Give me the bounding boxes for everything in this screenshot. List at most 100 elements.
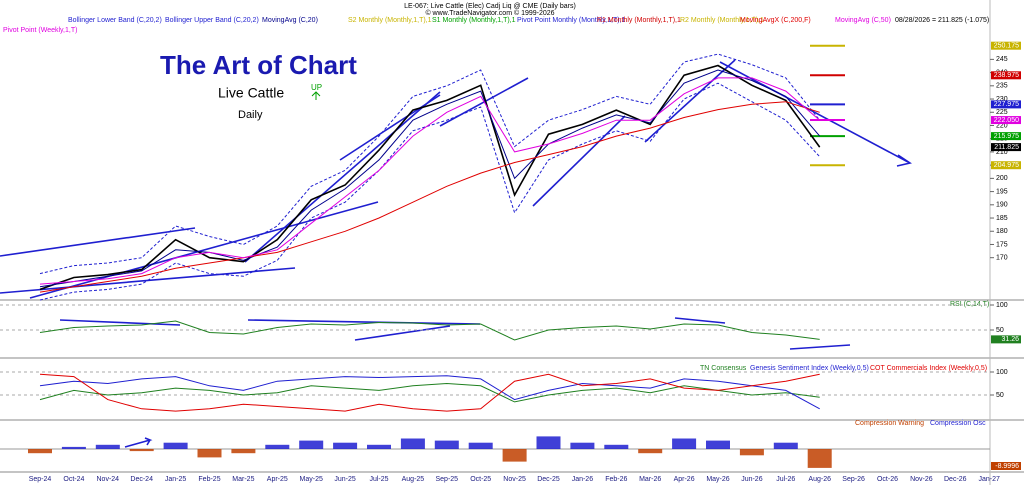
bar: [333, 442, 358, 449]
x-tick-label: Jul-25: [369, 476, 388, 483]
x-tick-label: Sep-26: [842, 476, 865, 483]
value-box-label: 215.975: [994, 133, 1019, 140]
y-tick-label: 235: [996, 83, 1008, 90]
trend-label: UP: [311, 83, 322, 92]
bar: [672, 438, 697, 449]
legend-entry: Compression Osc: [930, 420, 986, 427]
bar: [706, 440, 730, 449]
value-box-label: -8.9996: [995, 463, 1019, 470]
y-tick-label: 50: [996, 327, 1004, 334]
x-tick-label: Feb-25: [198, 476, 220, 483]
x-tick-label: Dec-26: [944, 476, 967, 483]
series-line: [39, 375, 820, 410]
value-box-label: 211.825: [994, 144, 1019, 151]
x-tick-label: Jun-25: [334, 476, 356, 483]
header-subtitle: © www.TradeNavigator.com © 1999-2026: [425, 9, 554, 17]
x-tick-label: Mar-26: [639, 476, 661, 483]
series-line: [39, 64, 821, 291]
x-tick-label: Jan-26: [572, 476, 594, 483]
legend-entry: S1 Monthly (Monthly,1,T),1: [432, 17, 516, 24]
series-line: [39, 82, 821, 301]
bar: [502, 449, 527, 462]
last-price-note: 08/28/2026 = 211.825 (-1.075): [895, 17, 989, 24]
series-line: [39, 101, 820, 293]
series-caption: Live Cattle: [218, 85, 284, 101]
value-box: [991, 132, 1021, 141]
legend-entry: RSI (C,14,T): [950, 301, 989, 308]
x-tick-label: Oct-25: [470, 476, 491, 483]
bar: [604, 444, 629, 449]
bar: [231, 449, 256, 454]
bar: [536, 436, 561, 449]
legend-entry: COT Commercials Index (Weekly,0,5): [870, 365, 987, 372]
y-tick-label: 195: [996, 188, 1008, 195]
x-tick-label: Dec-24: [130, 476, 153, 483]
header-title: LE-067: Live Cattle (Elec) Cadj Liq @ CM…: [404, 3, 576, 10]
y-tick-label: 175: [996, 241, 1008, 248]
x-tick-label: Aug-26: [808, 476, 831, 483]
y-tick-label: 185: [996, 215, 1008, 222]
value-box-label: 227.975: [994, 101, 1019, 108]
x-tick-label: Sep-24: [29, 476, 52, 483]
series-line: [39, 320, 820, 341]
y-tick-label: 200: [996, 175, 1008, 182]
value-box-label: 238.975: [994, 72, 1019, 79]
legend-entry: MovingAvg (C,50): [835, 17, 891, 24]
bar: [28, 449, 52, 454]
value-box: [991, 41, 1021, 50]
series-line: [39, 69, 821, 288]
legend-entry: Compression Warning: [855, 420, 924, 427]
y-tick-label: 230: [996, 96, 1008, 103]
y-tick-label: 210: [996, 149, 1008, 156]
value-box: [991, 116, 1021, 125]
bar: [299, 440, 324, 449]
timeframe-label: Daily: [238, 109, 263, 121]
legend-entry: TN Consensus: [700, 365, 747, 372]
y-tick-label: 170: [996, 255, 1008, 262]
legend-entry: Bollinger Upper Band (C,20,2): [165, 17, 259, 24]
bar: [367, 444, 391, 449]
legend-entry: MovingAvgX (C,200,F): [740, 17, 811, 24]
bar: [265, 444, 290, 449]
x-tick-label: Aug-25: [402, 476, 425, 483]
trend-arrow: [311, 91, 321, 100]
bar: [400, 438, 425, 449]
x-tick-label: Oct-24: [63, 476, 84, 483]
bar: [434, 440, 459, 449]
value-box-label: 204.975: [994, 162, 1019, 169]
y-tick-label: 100: [996, 369, 1008, 376]
x-tick-label: Apr-25: [267, 476, 288, 483]
x-tick-label: May-25: [300, 476, 323, 483]
bar: [163, 442, 188, 449]
x-tick-label: Nov-24: [97, 476, 120, 483]
x-tick-label: Oct-26: [877, 476, 898, 483]
legend-entry: S2 Monthly (Monthly,1,T),1: [348, 17, 432, 24]
value-box: [991, 143, 1021, 152]
legend-entry: Bollinger Lower Band (C,20,2): [68, 17, 162, 24]
value-box: [991, 462, 1021, 470]
x-tick-label: May-26: [706, 476, 729, 483]
value-box: [991, 161, 1021, 170]
x-tick-label: Dec-25: [537, 476, 560, 483]
bar: [95, 444, 120, 449]
legend-entry: Pivot Point (Weekly,1,T): [3, 27, 77, 34]
x-tick-label: Jan-25: [165, 476, 187, 483]
bar: [197, 449, 222, 458]
y-tick-label: 100: [996, 302, 1008, 309]
value-box: [991, 71, 1021, 80]
series-line: [39, 77, 821, 285]
value-box-label: 250.175: [994, 43, 1019, 50]
bar: [468, 442, 493, 449]
x-tick-label: Sep-25: [436, 476, 459, 483]
y-tick-label: 220: [996, 122, 1008, 129]
bar: [807, 449, 832, 468]
value-box: [991, 335, 1021, 344]
series-line: [39, 373, 820, 412]
y-tick-label: 225: [996, 109, 1008, 116]
brand-title: The Art of Chart: [160, 50, 357, 80]
bar: [129, 449, 154, 452]
series-line: [39, 382, 820, 403]
legend-entry: Genesis Sentiment Index (Weekly,0,5): [750, 365, 869, 372]
